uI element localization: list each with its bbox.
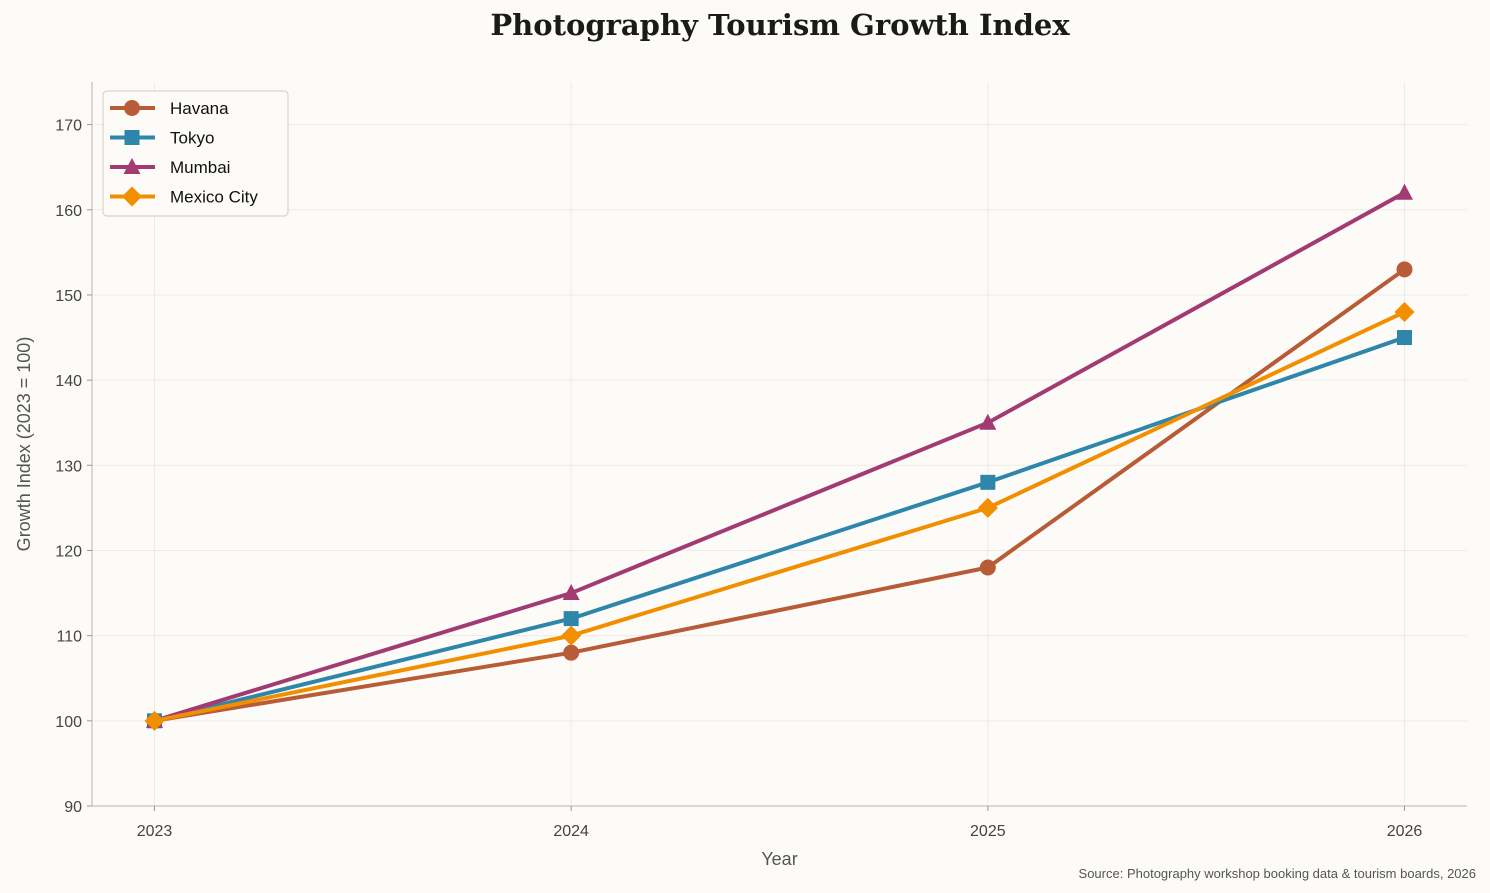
legend-label-mumbai: Mumbai <box>170 158 230 177</box>
y-tick-label: 100 <box>55 714 82 731</box>
y-tick-label: 140 <box>55 373 82 390</box>
data-point-mexico-city <box>561 625 582 646</box>
legend-marker-mexico-city <box>122 186 142 207</box>
data-point-mumbai <box>979 413 997 430</box>
x-tick-label: 2026 <box>1387 823 1423 840</box>
legend-label-mexico-city: Mexico City <box>170 188 258 207</box>
chart-title: Photography Tourism Growth Index <box>490 8 1070 42</box>
data-point-havana <box>979 559 996 576</box>
y-tick-label: 160 <box>55 203 82 220</box>
legend-marker-mumbai <box>123 158 141 174</box>
data-point-tokyo <box>1397 330 1412 346</box>
data-point-mexico-city <box>1394 301 1415 322</box>
x-tick-label: 2023 <box>137 823 173 840</box>
y-tick-label: 90 <box>64 799 82 816</box>
y-tick-label: 170 <box>55 118 82 135</box>
data-point-mumbai <box>1396 183 1413 200</box>
x-tick-label: 2025 <box>970 823 1006 840</box>
legend-label-tokyo: Tokyo <box>170 129 214 148</box>
data-point-tokyo <box>980 474 996 490</box>
legend-marker-tokyo <box>124 130 140 145</box>
y-tick-label: 130 <box>55 458 82 475</box>
data-point-mexico-city <box>144 710 165 731</box>
legend-marker-havana <box>124 100 140 116</box>
series-line-mumbai <box>153 190 1406 723</box>
data-point-tokyo <box>563 611 579 627</box>
x-tick-label: 2024 <box>553 823 589 840</box>
series-line-havana <box>154 267 1406 723</box>
data-point-havana <box>563 644 580 661</box>
data-point-mumbai <box>562 584 580 601</box>
y-tick-label: 110 <box>56 629 82 646</box>
y-tick-label: 120 <box>55 543 82 560</box>
x-axis-label: Year <box>761 849 797 869</box>
legend-label-havana: Havana <box>170 99 229 118</box>
legend-box <box>102 90 289 217</box>
y-tick-label: 150 <box>55 288 82 305</box>
source-note: Source: Photography workshop booking dat… <box>1078 866 1476 881</box>
data-point-havana <box>1396 261 1413 278</box>
y-axis-label: Growth Index (2023 = 100) <box>14 337 34 552</box>
series-line-mexico-city <box>154 310 1406 723</box>
data-point-mexico-city <box>977 497 998 518</box>
